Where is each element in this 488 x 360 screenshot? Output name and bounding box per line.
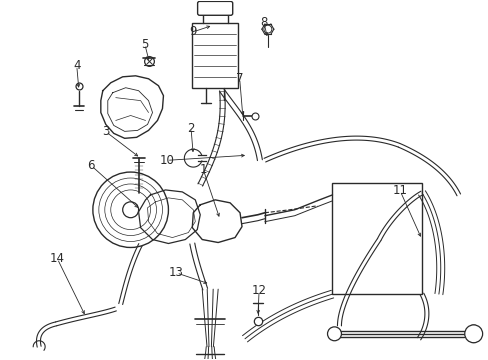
Circle shape bbox=[464, 325, 482, 343]
Polygon shape bbox=[192, 200, 242, 243]
Text: 1: 1 bbox=[199, 163, 206, 176]
Text: 13: 13 bbox=[169, 266, 183, 279]
Text: 6: 6 bbox=[87, 159, 95, 172]
Bar bbox=[192, 23, 238, 88]
Text: 9: 9 bbox=[189, 25, 197, 38]
Bar bbox=[332, 183, 421, 294]
Circle shape bbox=[327, 327, 341, 341]
Text: 8: 8 bbox=[260, 16, 267, 29]
Text: 14: 14 bbox=[50, 252, 65, 265]
FancyBboxPatch shape bbox=[197, 1, 232, 15]
Text: 11: 11 bbox=[392, 184, 407, 197]
Polygon shape bbox=[101, 76, 163, 138]
Text: 4: 4 bbox=[73, 59, 81, 72]
Text: 5: 5 bbox=[141, 38, 148, 51]
Text: 12: 12 bbox=[251, 284, 266, 297]
Polygon shape bbox=[138, 190, 200, 243]
Circle shape bbox=[264, 25, 271, 33]
Circle shape bbox=[122, 202, 138, 218]
Text: 2: 2 bbox=[187, 122, 194, 135]
Text: 3: 3 bbox=[102, 125, 109, 138]
Text: 10: 10 bbox=[159, 154, 174, 167]
Text: 7: 7 bbox=[235, 72, 243, 85]
